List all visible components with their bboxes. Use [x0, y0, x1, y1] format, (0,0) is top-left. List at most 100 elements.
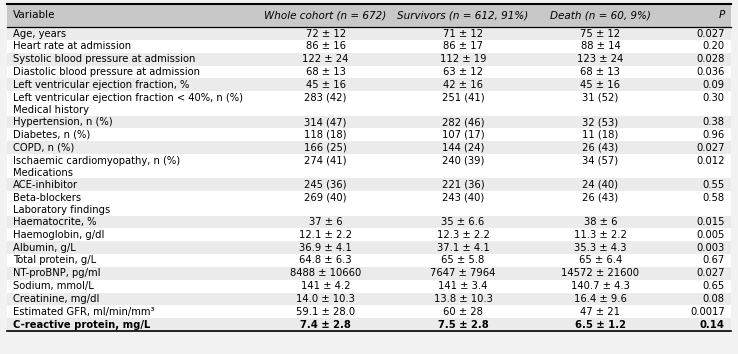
- Bar: [7, 254, 731, 267]
- Text: 65 ± 5.8: 65 ± 5.8: [441, 256, 485, 266]
- Text: 0.028: 0.028: [697, 54, 725, 64]
- Text: 86 ± 17: 86 ± 17: [443, 41, 483, 51]
- Text: 283 (42): 283 (42): [304, 93, 347, 103]
- Text: Whole cohort (n = 672): Whole cohort (n = 672): [264, 10, 387, 20]
- Text: 0.036: 0.036: [697, 67, 725, 77]
- Text: 35.3 ± 4.3: 35.3 ± 4.3: [574, 242, 627, 253]
- Text: 14.0 ± 10.3: 14.0 ± 10.3: [296, 294, 355, 304]
- Text: 64.8 ± 6.3: 64.8 ± 6.3: [300, 256, 352, 266]
- Text: 0.027: 0.027: [697, 268, 725, 278]
- Bar: [7, 154, 731, 167]
- Bar: [7, 241, 731, 254]
- Text: 26 (43): 26 (43): [582, 143, 618, 153]
- Text: 45 ± 16: 45 ± 16: [306, 80, 345, 90]
- Text: 166 (25): 166 (25): [304, 143, 347, 153]
- Text: 0.015: 0.015: [697, 217, 725, 227]
- Text: 45 ± 16: 45 ± 16: [580, 80, 621, 90]
- Text: Medical history: Medical history: [13, 105, 89, 115]
- Bar: [7, 318, 731, 331]
- Bar: [7, 53, 731, 65]
- Text: 47 ± 21: 47 ± 21: [580, 307, 621, 317]
- Text: 118 (18): 118 (18): [304, 130, 347, 140]
- Text: 269 (40): 269 (40): [304, 193, 347, 202]
- Text: 12.1 ± 2.2: 12.1 ± 2.2: [299, 230, 352, 240]
- Bar: [7, 228, 731, 241]
- Bar: [7, 40, 731, 53]
- Text: Creatinine, mg/dl: Creatinine, mg/dl: [13, 294, 100, 304]
- Text: 8488 ± 10660: 8488 ± 10660: [290, 268, 361, 278]
- Text: Ischaemic cardiomyopathy, n (%): Ischaemic cardiomyopathy, n (%): [13, 155, 180, 166]
- Text: 88 ± 14: 88 ± 14: [581, 41, 621, 51]
- Text: 122 ± 24: 122 ± 24: [303, 54, 349, 64]
- Text: 24 (40): 24 (40): [582, 180, 618, 190]
- Text: ACE-inhibitor: ACE-inhibitor: [13, 180, 78, 190]
- Text: 0.027: 0.027: [697, 29, 725, 39]
- Text: 274 (41): 274 (41): [304, 155, 347, 166]
- Text: Estimated GFR, ml/min/mm³: Estimated GFR, ml/min/mm³: [13, 307, 155, 317]
- Bar: [7, 292, 731, 306]
- Text: 68 ± 13: 68 ± 13: [581, 67, 621, 77]
- Text: 0.20: 0.20: [703, 41, 725, 51]
- Text: Survivors (n = 612, 91%): Survivors (n = 612, 91%): [397, 10, 528, 20]
- Text: 11.3 ± 2.2: 11.3 ± 2.2: [574, 230, 627, 240]
- Text: Laboratory findings: Laboratory findings: [13, 205, 111, 215]
- Text: 65 ± 6.4: 65 ± 6.4: [579, 256, 622, 266]
- Bar: [7, 216, 731, 228]
- Text: NT-proBNP, pg/ml: NT-proBNP, pg/ml: [13, 268, 100, 278]
- Text: P: P: [719, 10, 725, 20]
- Text: 0.65: 0.65: [703, 281, 725, 291]
- Text: 0.012: 0.012: [697, 155, 725, 166]
- Text: 7.4 ± 2.8: 7.4 ± 2.8: [300, 320, 351, 330]
- Text: 0.30: 0.30: [703, 93, 725, 103]
- Text: 13.8 ± 10.3: 13.8 ± 10.3: [434, 294, 492, 304]
- Text: 16.4 ± 9.6: 16.4 ± 9.6: [574, 294, 627, 304]
- Text: Diastolic blood pressure at admission: Diastolic blood pressure at admission: [13, 67, 200, 77]
- Text: COPD, n (%): COPD, n (%): [13, 143, 75, 153]
- Text: 282 (46): 282 (46): [442, 117, 484, 127]
- Bar: [7, 65, 731, 79]
- Text: 71 ± 12: 71 ± 12: [443, 29, 483, 39]
- Text: Total protein, g/L: Total protein, g/L: [13, 256, 96, 266]
- Bar: [7, 79, 731, 91]
- Text: 72 ± 12: 72 ± 12: [306, 29, 345, 39]
- Text: 7647 ± 7964: 7647 ± 7964: [430, 268, 496, 278]
- Text: 7.5 ± 2.8: 7.5 ± 2.8: [438, 320, 489, 330]
- Text: 245 (36): 245 (36): [304, 180, 347, 190]
- Bar: [7, 167, 731, 178]
- Bar: [7, 91, 731, 104]
- Text: 0.08: 0.08: [703, 294, 725, 304]
- Text: 240 (39): 240 (39): [442, 155, 484, 166]
- Text: 63 ± 12: 63 ± 12: [443, 67, 483, 77]
- Text: 60 ± 28: 60 ± 28: [443, 307, 483, 317]
- Text: Left ventricular ejection fraction, %: Left ventricular ejection fraction, %: [13, 80, 190, 90]
- Text: Heart rate at admission: Heart rate at admission: [13, 41, 131, 51]
- Text: 38 ± 6: 38 ± 6: [584, 217, 617, 227]
- Bar: [7, 204, 731, 216]
- Bar: [7, 116, 731, 129]
- Text: 0.0017: 0.0017: [690, 307, 725, 317]
- Bar: [7, 306, 731, 318]
- Text: Diabetes, n (%): Diabetes, n (%): [13, 130, 91, 140]
- Text: 112 ± 19: 112 ± 19: [440, 54, 486, 64]
- Bar: [7, 280, 731, 292]
- Text: 34 (57): 34 (57): [582, 155, 618, 166]
- Text: 86 ± 16: 86 ± 16: [306, 41, 345, 51]
- Text: 0.027: 0.027: [697, 143, 725, 153]
- Bar: [7, 267, 731, 280]
- Text: 59.1 ± 28.0: 59.1 ± 28.0: [296, 307, 355, 317]
- Text: Beta-blockers: Beta-blockers: [13, 193, 81, 202]
- Text: Medications: Medications: [13, 168, 73, 178]
- Bar: [7, 178, 731, 191]
- Bar: [7, 191, 731, 204]
- Text: C-reactive protein, mg/L: C-reactive protein, mg/L: [13, 320, 151, 330]
- Text: 314 (47): 314 (47): [304, 117, 347, 127]
- Bar: [7, 141, 731, 154]
- Text: 0.005: 0.005: [697, 230, 725, 240]
- Text: 32 (53): 32 (53): [582, 117, 618, 127]
- Text: Haemoglobin, g/dl: Haemoglobin, g/dl: [13, 230, 105, 240]
- Text: 0.96: 0.96: [703, 130, 725, 140]
- Text: 0.55: 0.55: [703, 180, 725, 190]
- Text: 243 (40): 243 (40): [442, 193, 484, 202]
- Bar: [7, 129, 731, 141]
- Text: 0.58: 0.58: [703, 193, 725, 202]
